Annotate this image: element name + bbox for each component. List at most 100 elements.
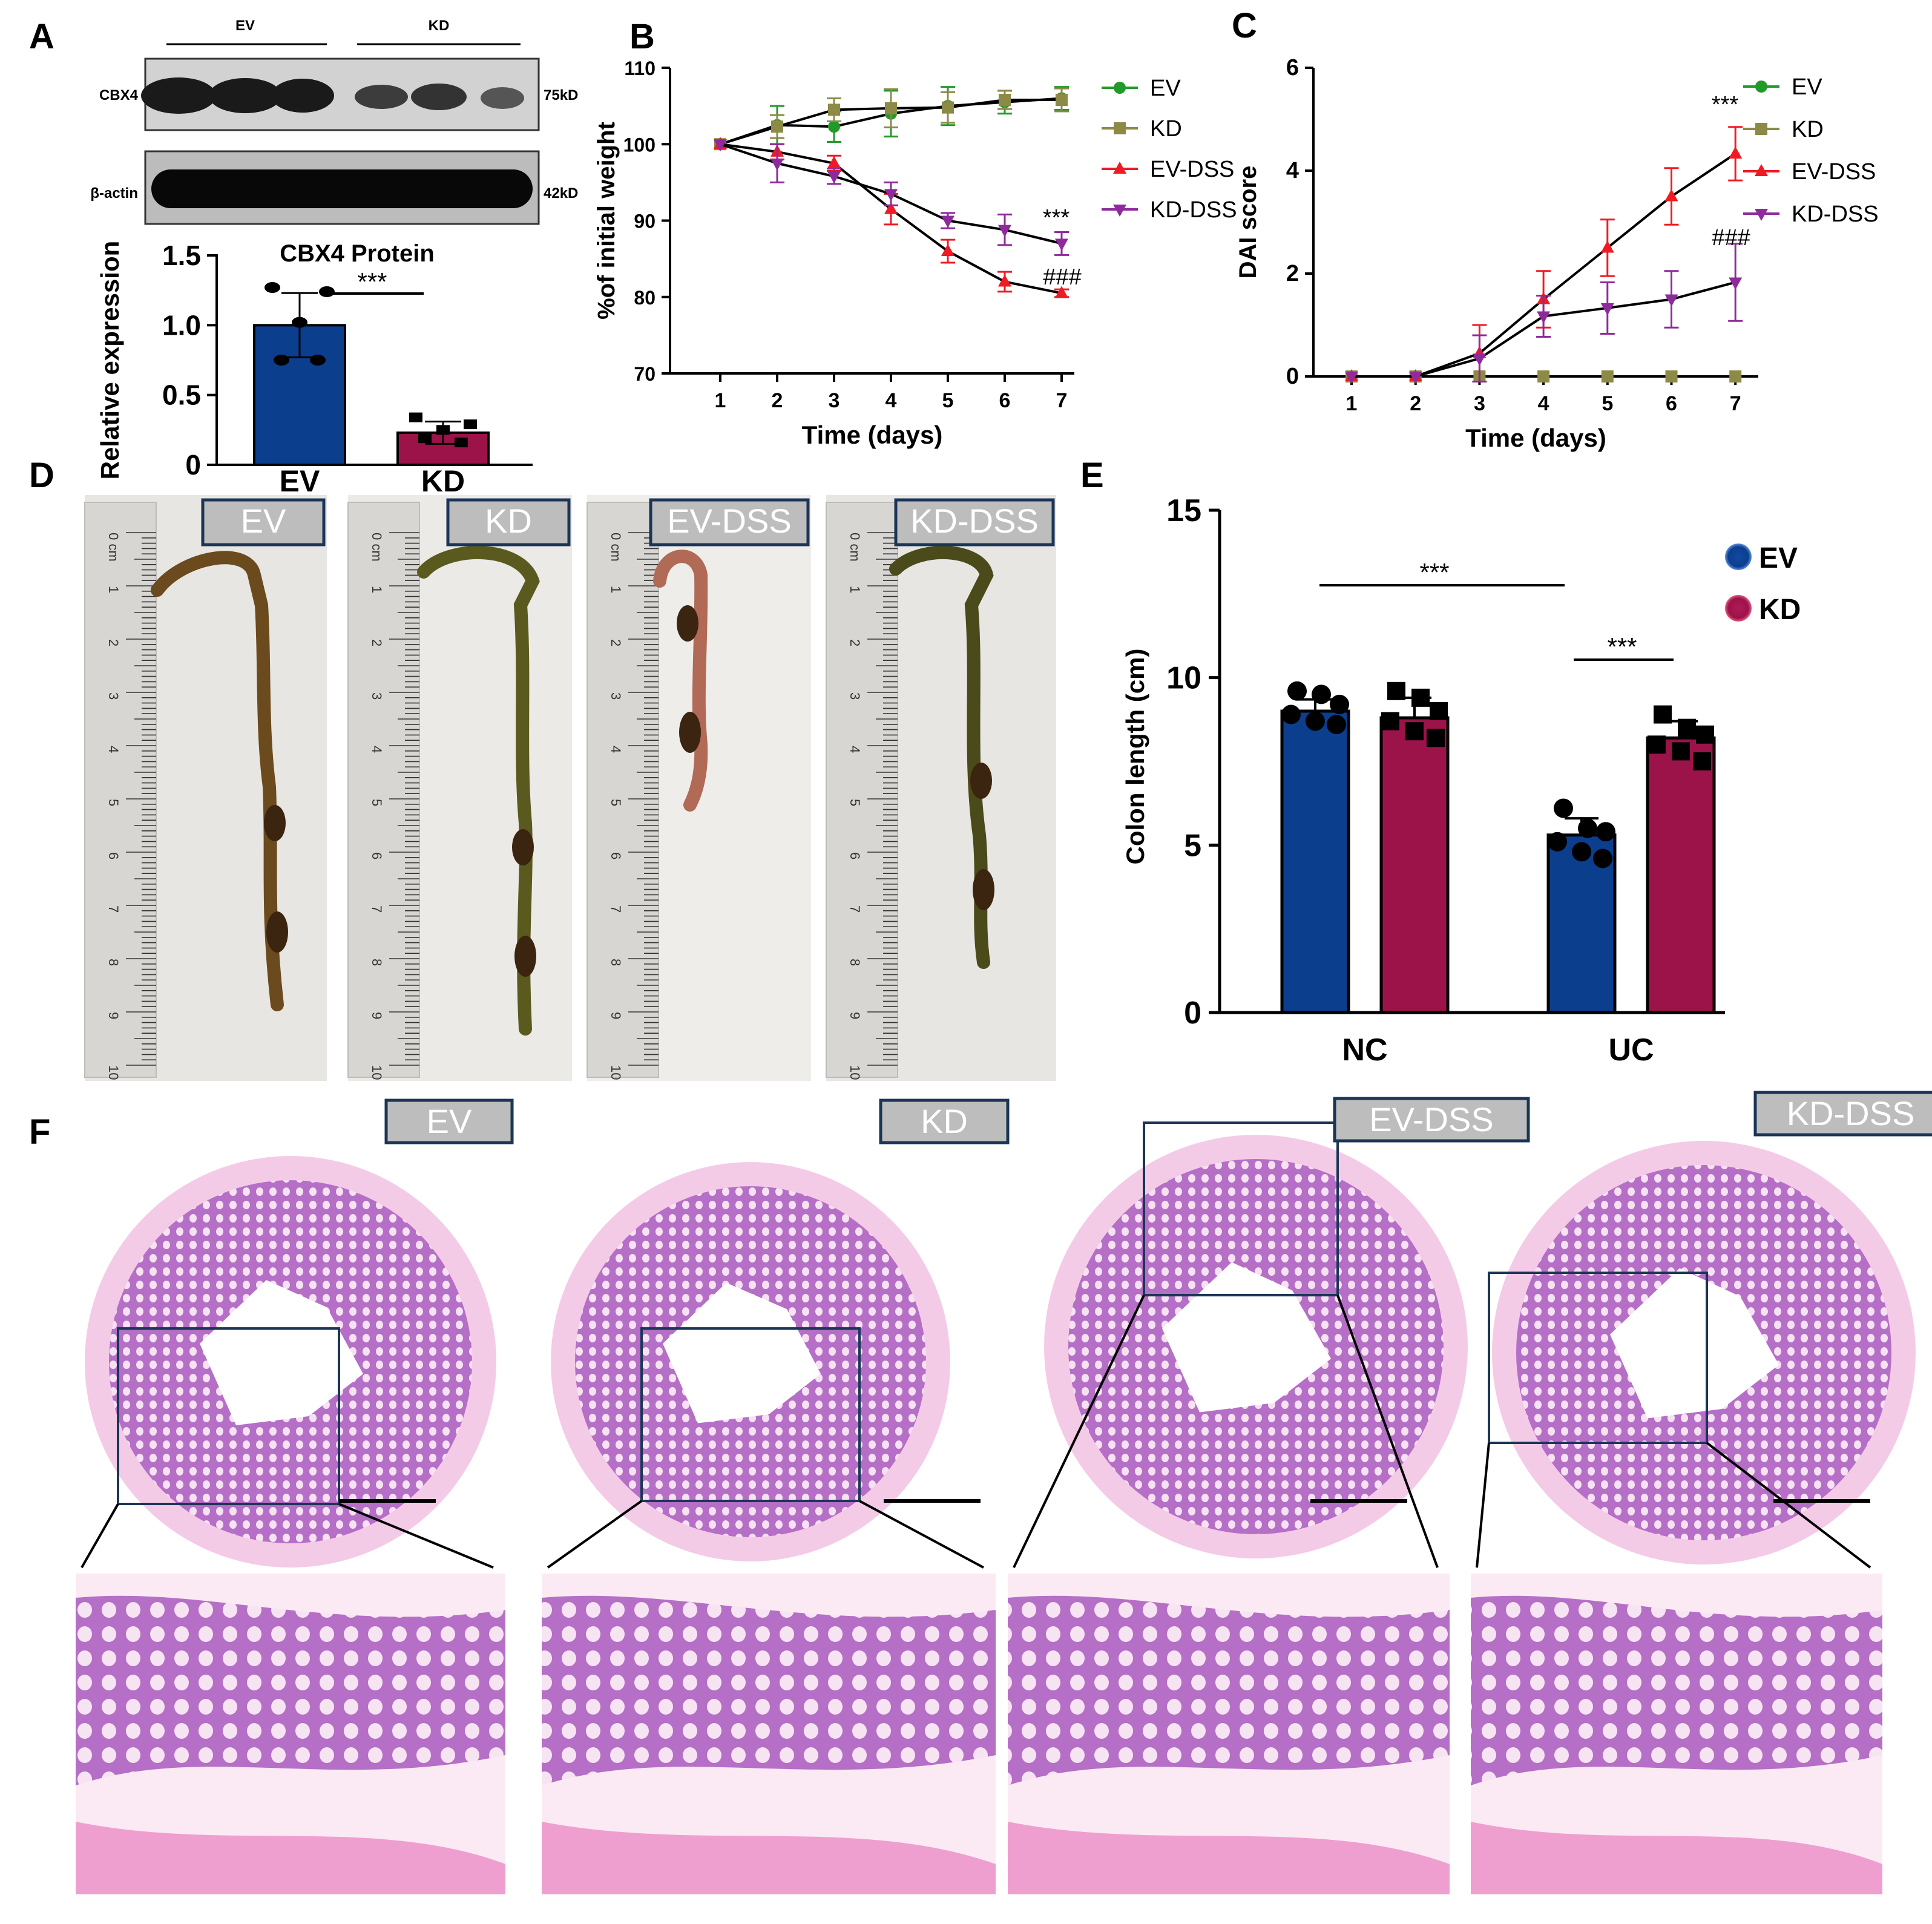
data-point: [941, 244, 954, 256]
data-point: [1572, 842, 1591, 862]
data-point: [770, 158, 784, 171]
panel-letter-c: C: [1232, 6, 1257, 45]
colon-photos: 0 cm 1 2 3 4 5 6 7 8 9 10 EV 0 cm 1 2 3 4 5 6 7 8 9 10 KD 0 cm 1 2…: [84, 495, 1056, 1081]
data-point: [828, 120, 840, 133]
data-point: [1665, 370, 1678, 383]
section-tag: KD: [921, 1102, 968, 1140]
colon-photo-2: 0 cm 1 2 3 4 5 6 7 8 9 10 KD: [347, 495, 572, 1081]
ruler-number: 0 cm: [106, 533, 121, 562]
zoom-box: [117, 1327, 340, 1505]
legend-marker: [1755, 80, 1767, 93]
photo-tag: KD-DSS: [910, 502, 1039, 540]
zoom-box: [640, 1327, 861, 1502]
section-tag: EV: [427, 1102, 472, 1140]
data-point: [1548, 832, 1567, 852]
ruler-number: 5: [369, 799, 384, 806]
data-point: [1600, 303, 1614, 315]
legend-marker: [1755, 209, 1768, 221]
x-tick-label: 6: [1666, 392, 1677, 415]
cbx4-bands: [141, 77, 524, 114]
actin-bands: [151, 169, 533, 208]
data-point: [714, 139, 727, 152]
ruler-number: 0 cm: [369, 533, 384, 562]
ruler-number: 3: [608, 692, 623, 700]
x-tick-label: 6: [999, 389, 1011, 412]
data-point: [1411, 688, 1430, 707]
significance-label: ***: [1419, 558, 1449, 586]
ruler-number: 10: [106, 1065, 121, 1080]
fecal-pellet: [677, 605, 698, 642]
zoom-box: [1143, 1121, 1339, 1296]
blot-group-kd: KD: [429, 18, 450, 34]
legend-label: KD-DSS: [1150, 197, 1237, 223]
photo-tag-box: [446, 498, 571, 547]
colon-photo-4: 0 cm 1 2 3 4 5 6 7 8 9 10 KD-DSS: [826, 495, 1056, 1081]
legend-label: EV-DSS: [1150, 157, 1234, 182]
legend-label: KD-DSS: [1792, 202, 1879, 227]
legend-label: KD: [1150, 116, 1182, 142]
data-point: [310, 355, 326, 366]
ruler-number: 1: [608, 586, 623, 593]
data-point: [1578, 818, 1597, 838]
legend-marker: [1755, 164, 1768, 176]
data-point: [1330, 694, 1349, 714]
panel-letter-d: D: [29, 456, 54, 495]
legend-label: EV: [1150, 76, 1181, 101]
legend-label: EV-DSS: [1792, 159, 1876, 185]
ruler-number: 5: [106, 799, 121, 806]
section-tag: KD-DSS: [1787, 1094, 1915, 1132]
data-point: [827, 171, 841, 184]
data-point: [1664, 294, 1678, 307]
legend-marker: [1755, 123, 1767, 135]
blot-protein-cbx4: CBX4: [99, 87, 139, 103]
ruler-number: 1: [847, 586, 862, 593]
x-tick-label: NC: [1342, 1033, 1387, 1068]
data-point: [771, 120, 783, 133]
ruler-number: 1: [369, 586, 384, 593]
ruler-number: 9: [106, 1012, 121, 1019]
blot-protein-actin: β-actin: [90, 185, 138, 202]
data-point: [455, 438, 468, 448]
ruler: [586, 502, 659, 1078]
y-tick-label: 1.5: [162, 240, 201, 271]
x-tick-label: 4: [1538, 392, 1549, 415]
data-point: [1696, 725, 1714, 744]
ruler-number: 6: [369, 852, 384, 859]
y-tick-label: 0: [1184, 996, 1201, 1031]
data-point: [319, 286, 335, 297]
data-point: [884, 189, 898, 202]
data-point: [436, 425, 450, 435]
zoom-box: [1488, 1272, 1708, 1444]
histology-panels: EV KD EV-DSS KD-DSS: [76, 1091, 1932, 1894]
data-point: [418, 433, 432, 444]
colon-tissue: [151, 551, 284, 1011]
magnified-mucosa: [1471, 1595, 1882, 1785]
ruler-number: 8: [106, 959, 121, 966]
fecal-pellet: [973, 869, 994, 910]
x-axis-label: Time (days): [802, 421, 943, 449]
ruler-number: 2: [106, 639, 121, 646]
x-tick-label: KD: [421, 464, 465, 498]
chart-colon-length: 0 5 10 15 Colon length (cm) NC UC EV KD *** ***: [1121, 493, 1801, 1068]
data-point: [409, 412, 422, 422]
data-point: [1281, 704, 1301, 724]
data-point: [1287, 681, 1307, 701]
x-tick-label: 2: [1410, 392, 1421, 415]
colon-tissue: [653, 550, 708, 812]
colon-tissue: [417, 546, 540, 1036]
legend-label: EV: [1792, 74, 1822, 100]
data-point: [1596, 822, 1615, 842]
ruler-number: 1: [106, 586, 121, 593]
x-tick-label: 4: [886, 389, 897, 412]
section-tag-box: [1333, 1097, 1530, 1143]
ruler-number: 6: [847, 852, 862, 859]
ruler-number: 9: [847, 1012, 862, 1019]
lumen: [200, 1280, 363, 1425]
ruler-number: 0 cm: [608, 533, 623, 562]
section-tag: EV-DSS: [1369, 1100, 1493, 1138]
data-point: [998, 225, 1011, 237]
data-point: [1600, 240, 1614, 253]
y-tick-label: 1.0: [162, 309, 201, 341]
bar-kd: [1646, 736, 1716, 1014]
